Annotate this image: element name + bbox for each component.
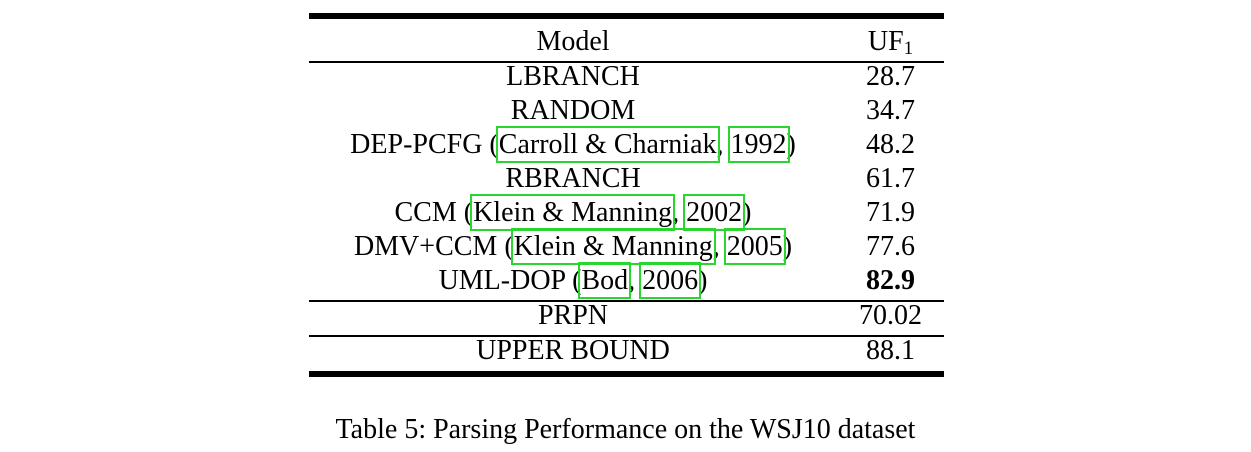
uf1-score: 71.9 <box>866 197 915 228</box>
uf1-score: 70.02 <box>859 300 922 331</box>
model-suffix: ) <box>786 129 796 160</box>
citation-separator: , <box>716 129 731 160</box>
model-name: UPPER BOUND <box>476 335 670 366</box>
table-row: RBRANCH 61.7 <box>309 162 944 196</box>
table-row: RANDOM 34.7 <box>309 94 944 128</box>
table-row: DMV+CCM (Klein & Manning, 2005) 77.6 <box>309 228 944 265</box>
header-uf1: UF1 <box>837 25 944 59</box>
uf1-score: 77.6 <box>866 231 915 262</box>
model-suffix: ) <box>742 197 752 228</box>
uf1-score: 61.7 <box>866 163 915 194</box>
header-model: Model <box>536 26 610 57</box>
citation-separator: , <box>628 265 643 296</box>
model-prefix: UML-DOP ( <box>438 265 582 296</box>
table-row: DEP-PCFG (Carroll & Charniak, 1992) 48.2 <box>309 126 944 163</box>
model-prefix: DMV+CCM ( <box>353 231 514 262</box>
top-rule <box>309 13 944 19</box>
model-name: RBRANCH <box>505 163 641 194</box>
model-name: RANDOM <box>510 95 636 126</box>
header-row: Model UF1 <box>309 25 944 59</box>
uf1-score: 48.2 <box>866 129 915 160</box>
bottom-rule <box>309 371 944 377</box>
header-uf-main: UF <box>867 26 904 57</box>
table-row-prpn: PRPN 70.02 <box>309 299 944 333</box>
model-name: CCM (Klein & Manning, 2002) <box>309 194 837 231</box>
citation-year-link[interactable]: 2006 <box>639 262 702 299</box>
uf1-score: 34.7 <box>866 95 915 126</box>
citation-year-link[interactable]: 2005 <box>723 228 786 265</box>
model-name: DMV+CCM (Klein & Manning, 2005) <box>309 228 837 265</box>
model-suffix: ) <box>782 231 793 262</box>
model-prefix: CCM ( <box>394 197 474 228</box>
model-name: LBRANCH <box>506 61 640 92</box>
section-rule <box>309 300 944 302</box>
table-caption: Table 5: Parsing Performance on the WSJ1… <box>335 414 916 445</box>
uf1-score: 28.7 <box>866 61 915 92</box>
table-row: LBRANCH 28.7 <box>309 60 944 94</box>
citation-separator: , <box>672 197 687 228</box>
model-name: DEP-PCFG (Carroll & Charniak, 1992) <box>309 126 837 163</box>
citation-year-link[interactable]: 1992 <box>727 126 790 163</box>
citation-authors-link[interactable]: Carroll & Charniak <box>495 126 720 163</box>
model-prefix: DEP-PCFG ( <box>350 129 499 160</box>
model-name: UML-DOP (Bod, 2006) <box>309 262 837 299</box>
section-rule <box>309 335 944 337</box>
uf1-score: 88.1 <box>866 335 915 366</box>
model-name: PRPN <box>537 300 609 331</box>
header-uf-subscript: 1 <box>903 38 914 59</box>
table-row-upper-bound: UPPER BOUND 88.1 <box>309 334 944 368</box>
header-rule <box>309 61 944 63</box>
citation-authors-link[interactable]: Klein & Manning <box>510 228 716 265</box>
table-row: UML-DOP (Bod, 2006) 82.9 <box>309 262 944 299</box>
table-row: CCM (Klein & Manning, 2002) 71.9 <box>309 194 944 231</box>
citation-authors-link[interactable]: Bod <box>578 262 632 299</box>
uf1-score-best: 82.9 <box>866 265 915 296</box>
citation-separator: , <box>712 231 727 262</box>
model-suffix: ) <box>698 265 708 296</box>
citation-authors-link[interactable]: Klein & Manning <box>470 194 676 231</box>
citation-year-link[interactable]: 2002 <box>683 194 746 231</box>
